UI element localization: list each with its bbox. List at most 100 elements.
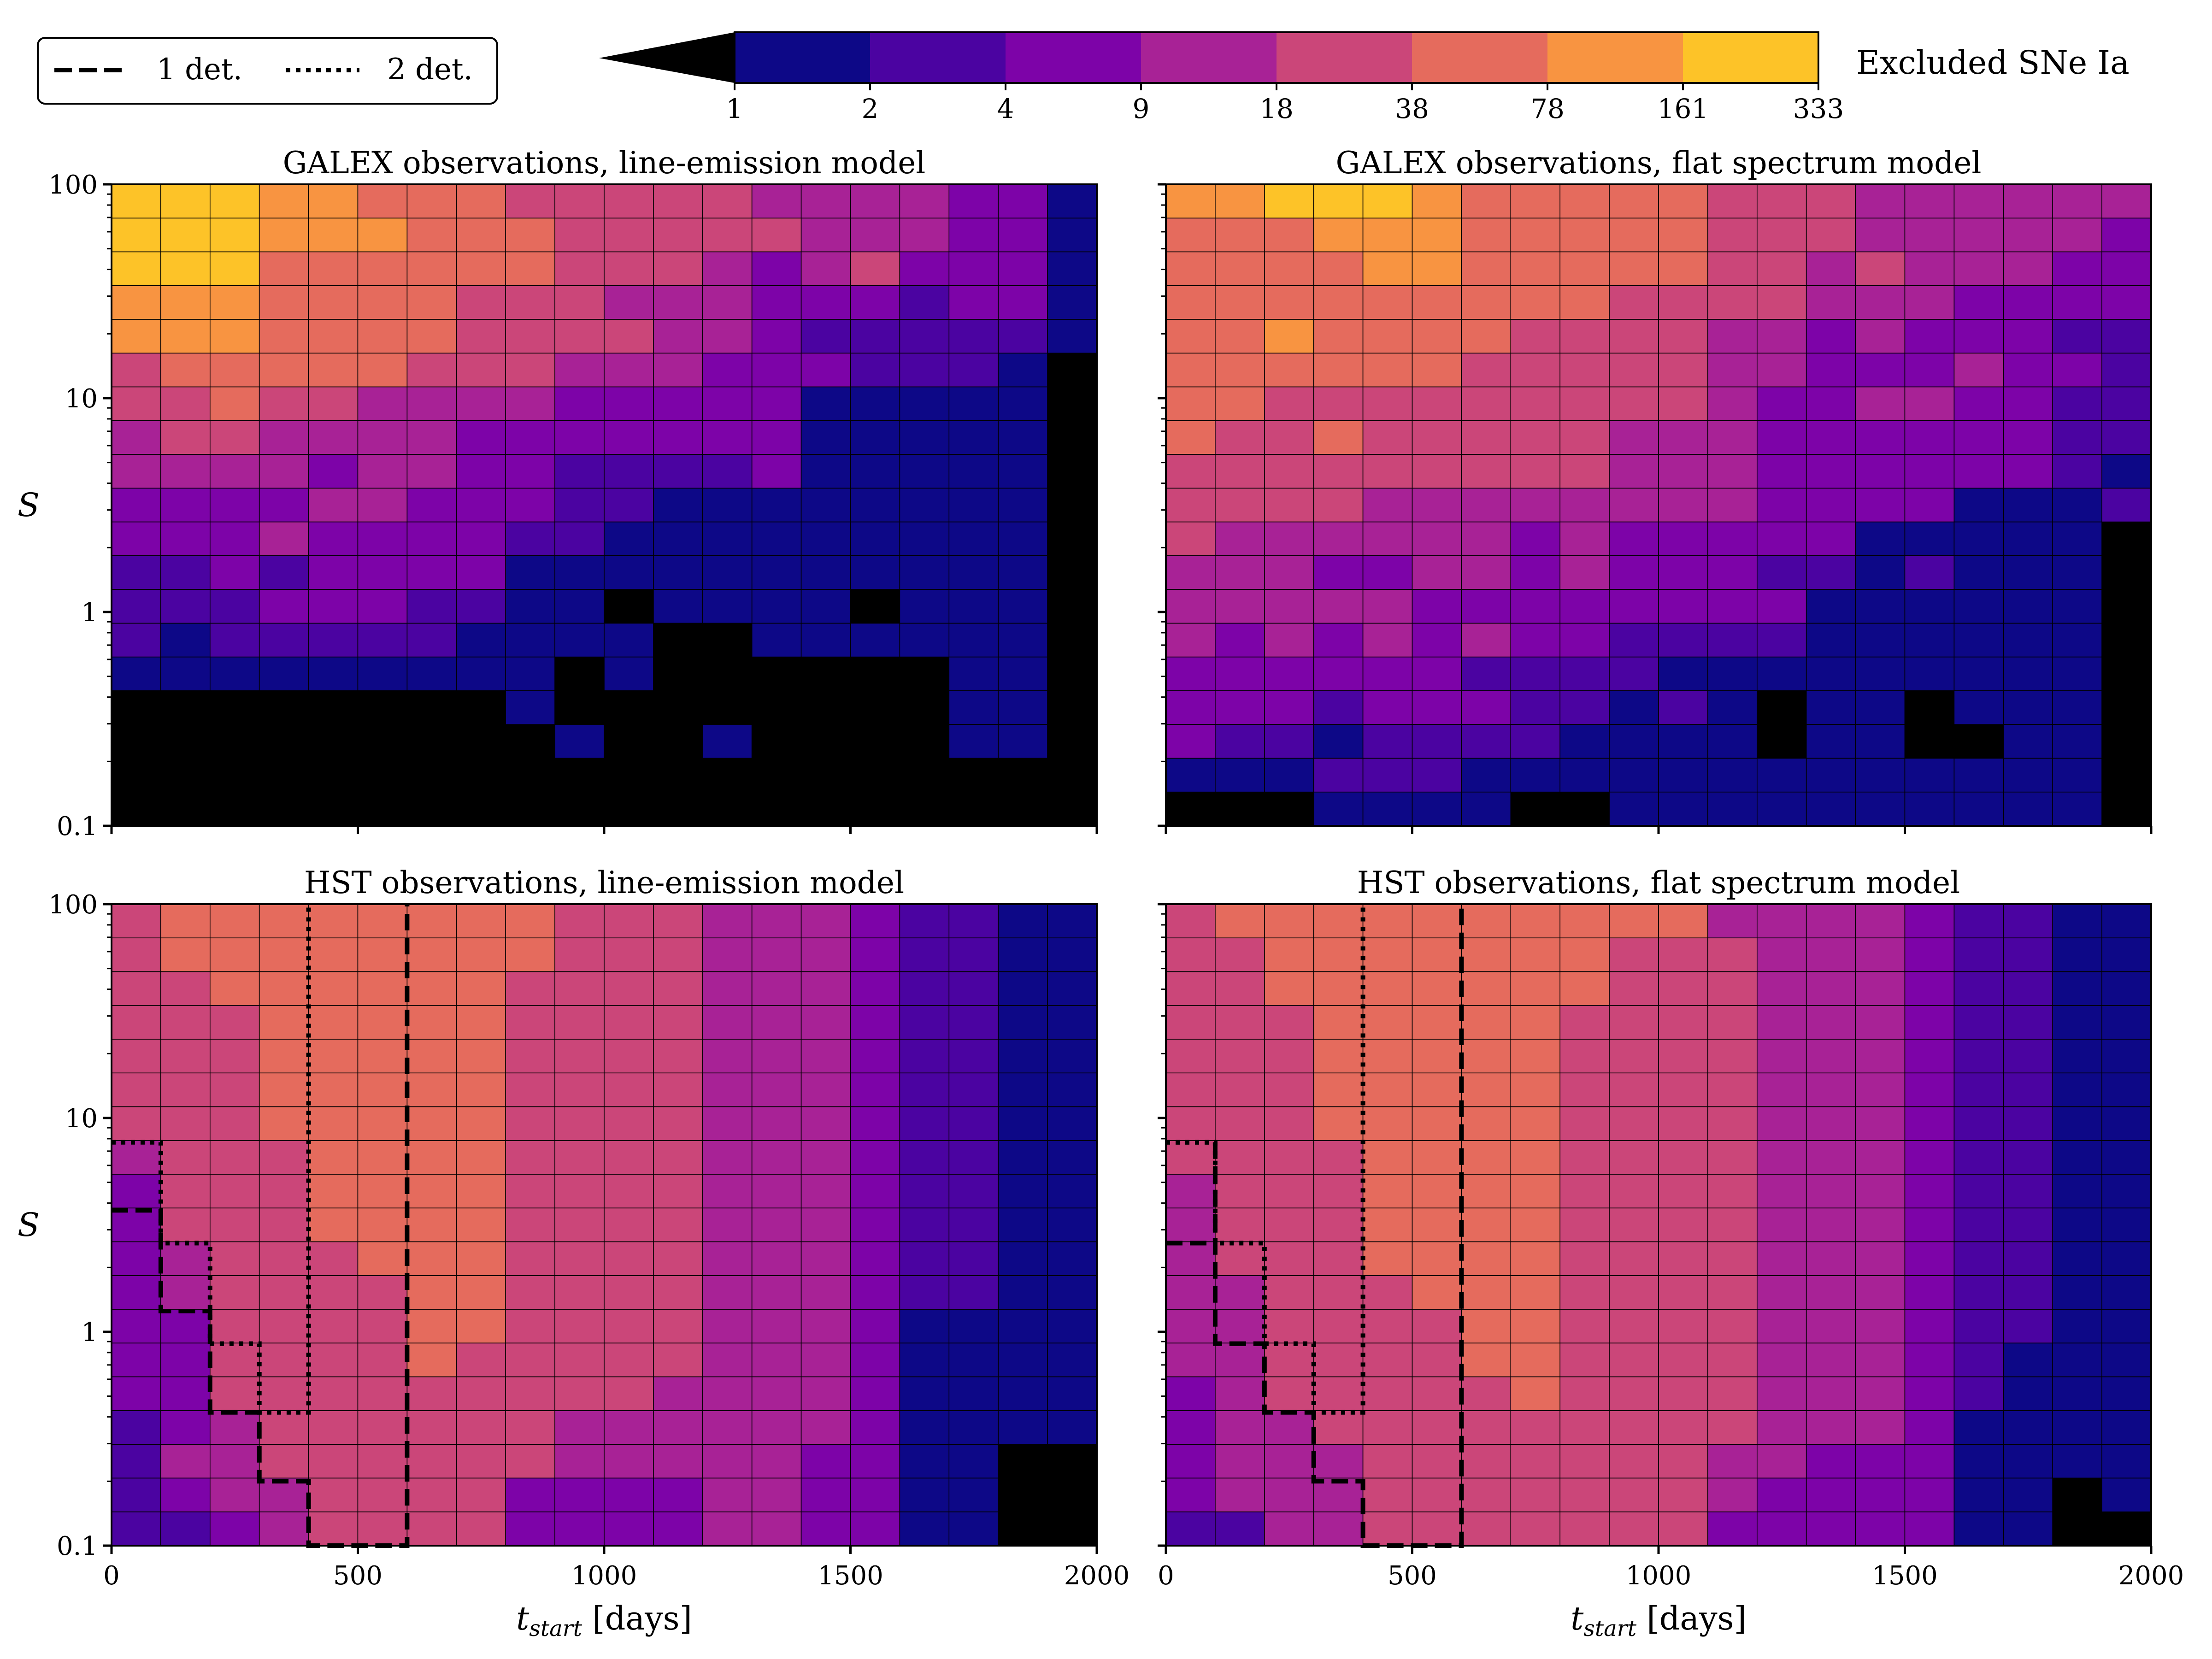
heatmap-cell bbox=[948, 1106, 999, 1141]
heatmap-cell bbox=[800, 791, 851, 826]
heatmap-cell bbox=[998, 724, 1048, 759]
heatmap-cell bbox=[2052, 623, 2102, 658]
heatmap-cell bbox=[456, 184, 506, 219]
heatmap-cell bbox=[1559, 184, 1610, 219]
heatmap-cell bbox=[653, 1005, 703, 1040]
heatmap-cell bbox=[1658, 1477, 1708, 1512]
heatmap-cell bbox=[751, 656, 802, 691]
heatmap-cell bbox=[1658, 1241, 1708, 1276]
heatmap-cell bbox=[308, 555, 359, 590]
heatmap-cell bbox=[2101, 1106, 2152, 1141]
heatmap-cell bbox=[1165, 1410, 1216, 1445]
heatmap-cell bbox=[1806, 724, 1856, 759]
heatmap-cell bbox=[1559, 1039, 1610, 1074]
heatmap-cell bbox=[357, 420, 408, 455]
heatmap-cell bbox=[998, 1477, 1048, 1512]
heatmap-cell bbox=[1559, 690, 1610, 725]
heatmap-cell bbox=[1165, 1342, 1216, 1377]
heatmap-cell bbox=[1313, 589, 1364, 624]
heatmap-cell bbox=[1953, 1410, 2004, 1445]
heatmap-cell bbox=[948, 1342, 999, 1377]
heatmap-cell bbox=[1215, 758, 1265, 793]
heatmap-cell bbox=[2052, 656, 2102, 691]
heatmap-cell bbox=[1047, 251, 1097, 286]
heatmap-cell bbox=[357, 319, 408, 354]
heatmap-cell bbox=[160, 1241, 211, 1276]
heatmap-cell bbox=[948, 1376, 999, 1411]
heatmap-cell bbox=[1362, 386, 1413, 421]
heatmap-cell bbox=[1609, 1106, 1659, 1141]
heatmap-cell bbox=[1510, 1039, 1561, 1074]
heatmap-cell bbox=[2003, 791, 2053, 826]
heatmap-cell bbox=[259, 1174, 309, 1209]
heatmap-cell bbox=[1806, 285, 1856, 320]
heatmap-cell bbox=[1559, 656, 1610, 691]
heatmap-cell bbox=[505, 971, 555, 1006]
heatmap-cell bbox=[505, 319, 555, 354]
heatmap-cell bbox=[1510, 1511, 1561, 1546]
heatmap-cell bbox=[1806, 1342, 1856, 1377]
heatmap-cell bbox=[1215, 454, 1265, 489]
heatmap-cell bbox=[899, 1174, 950, 1209]
heatmap-cell bbox=[1510, 251, 1561, 286]
heatmap-cell bbox=[1757, 1410, 1807, 1445]
heatmap-cell bbox=[948, 285, 999, 320]
heatmap-cell bbox=[2003, 1005, 2053, 1040]
heatmap-cell bbox=[1362, 454, 1413, 489]
heatmap-cell bbox=[1215, 1072, 1265, 1107]
heatmap-cell bbox=[702, 386, 753, 421]
heatmap-cell bbox=[751, 791, 802, 826]
heatmap-cell bbox=[554, 937, 605, 972]
heatmap-cell bbox=[554, 623, 605, 658]
heatmap-cell bbox=[406, 1275, 457, 1310]
heatmap-cell bbox=[702, 353, 753, 388]
heatmap-cell bbox=[702, 937, 753, 972]
heatmap-cell bbox=[2052, 488, 2102, 523]
heatmap-cell bbox=[604, 1410, 654, 1445]
heatmap-cell bbox=[2052, 937, 2102, 972]
heatmap-cell bbox=[308, 1342, 359, 1377]
heatmap-cell bbox=[308, 1174, 359, 1209]
heatmap-cell bbox=[1362, 656, 1413, 691]
heatmap-cell bbox=[1707, 623, 1758, 658]
heatmap-cell bbox=[2003, 454, 2053, 489]
heatmap-cell bbox=[1215, 285, 1265, 320]
heatmap-cell bbox=[1510, 1072, 1561, 1107]
heatmap-cell bbox=[800, 1174, 851, 1209]
colorbar-under-triangle bbox=[599, 32, 735, 83]
heatmap-cell bbox=[1953, 1275, 2004, 1310]
heatmap-cell bbox=[160, 791, 211, 826]
heatmap-cell bbox=[1215, 1511, 1265, 1546]
heatmap-cell bbox=[209, 386, 260, 421]
heatmap-cell bbox=[604, 623, 654, 658]
heatmap-cell bbox=[850, 690, 900, 725]
heatmap-cell bbox=[1510, 971, 1561, 1006]
heatmap-cell bbox=[406, 454, 457, 489]
heatmap-cell bbox=[2052, 1342, 2102, 1377]
heatmap-cell bbox=[1559, 319, 1610, 354]
heatmap-cell bbox=[1559, 1275, 1610, 1310]
heatmap-cell bbox=[751, 623, 802, 658]
heatmap-cell bbox=[2052, 386, 2102, 421]
heatmap-cell bbox=[2052, 521, 2102, 556]
heatmap-cell bbox=[1264, 1275, 1314, 1310]
heatmap-cell bbox=[1047, 319, 1097, 354]
heatmap-cell bbox=[505, 285, 555, 320]
heatmap-cell bbox=[308, 971, 359, 1006]
heatmap-cell bbox=[1658, 1410, 1708, 1445]
heatmap-cell bbox=[308, 1275, 359, 1310]
heatmap-cell bbox=[1165, 420, 1216, 455]
heatmap-cell bbox=[751, 724, 802, 759]
heatmap-cell bbox=[850, 1444, 900, 1479]
heatmap-cell bbox=[1658, 488, 1708, 523]
heatmap-cell bbox=[899, 1207, 950, 1242]
heatmap-cell bbox=[1559, 623, 1610, 658]
heatmap-cell bbox=[1215, 1174, 1265, 1209]
heatmap-cell bbox=[1806, 971, 1856, 1006]
heatmap-cell bbox=[1904, 1106, 1955, 1141]
colorbar-block bbox=[735, 32, 871, 83]
heatmap-cell bbox=[111, 521, 161, 556]
x-axis bbox=[110, 826, 1098, 834]
heatmap-cell bbox=[456, 218, 506, 253]
heatmap-cell bbox=[948, 555, 999, 590]
